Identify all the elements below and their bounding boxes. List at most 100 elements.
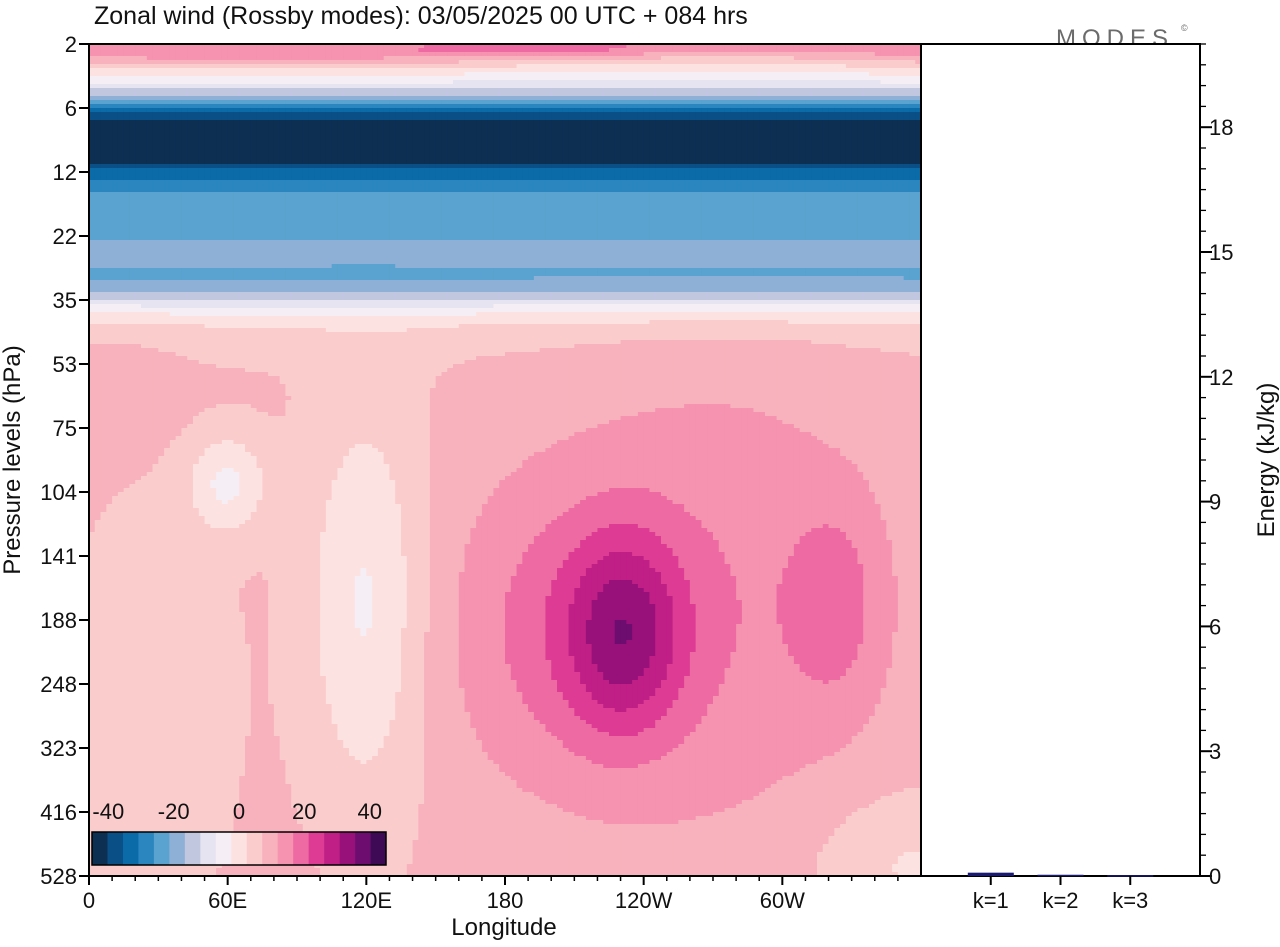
- wind-cell: [303, 80, 309, 85]
- wind-cell: [829, 72, 835, 77]
- wind-cell: [216, 72, 222, 77]
- wind-cell: [153, 144, 159, 149]
- wind-cell: [216, 120, 222, 125]
- wind-cell: [320, 152, 326, 157]
- chart-title: Zonal wind (Rossby modes): 03/05/2025 00…: [94, 2, 748, 30]
- wind-cell: [395, 124, 401, 129]
- wind-cell: [187, 172, 193, 177]
- wind-cell: [488, 128, 494, 133]
- wind-cell: [401, 152, 407, 157]
- wind-cell: [511, 164, 517, 169]
- wind-cell: [540, 64, 546, 69]
- wind-cell: [349, 48, 355, 53]
- wind-cell: [834, 148, 840, 153]
- wind-cell: [834, 132, 840, 137]
- wind-cell: [603, 124, 609, 129]
- wind-cell: [153, 116, 159, 121]
- wind-cell: [909, 140, 915, 145]
- wind-cell: [863, 112, 869, 117]
- wind-cell: [678, 108, 684, 113]
- wind-cell: [436, 152, 442, 157]
- wind-cell: [436, 92, 442, 97]
- wind-cell: [291, 128, 297, 133]
- wind-cell: [476, 88, 482, 93]
- wind-cell: [436, 84, 442, 89]
- wind-cell: [181, 176, 187, 181]
- wind-cell: [228, 128, 234, 133]
- wind-cell: [904, 84, 910, 89]
- wind-cell: [771, 172, 777, 177]
- wind-cell: [742, 156, 748, 161]
- wind-cell: [112, 112, 118, 117]
- wind-cell: [257, 76, 263, 81]
- wind-cell: [846, 132, 852, 137]
- wind-cell: [852, 52, 858, 57]
- wind-cell: [777, 92, 783, 97]
- wind-cell: [285, 56, 291, 61]
- wind-cell: [528, 152, 534, 157]
- wind-cell: [638, 56, 644, 61]
- wind-cell: [493, 112, 499, 117]
- wind-cell: [493, 108, 499, 113]
- wind-cell: [176, 168, 182, 173]
- wind-cell: [332, 96, 338, 101]
- wind-cell: [805, 68, 811, 73]
- wind-cell: [673, 92, 679, 97]
- wind-cell: [147, 156, 153, 161]
- wind-cell: [829, 152, 835, 157]
- wind-cell: [257, 56, 263, 61]
- wind-cell: [436, 140, 442, 145]
- wind-cell: [95, 136, 101, 141]
- wind-cell: [817, 156, 823, 161]
- wind-cell: [719, 152, 725, 157]
- wind-cell: [291, 140, 297, 145]
- wind-cell: [199, 64, 205, 69]
- wind-cell: [517, 104, 523, 109]
- wind-cell: [777, 88, 783, 93]
- wind-cell: [153, 136, 159, 141]
- wind-cell: [372, 172, 378, 177]
- wind-cell: [95, 124, 101, 129]
- wind-cell: [863, 140, 869, 145]
- wind-cell: [557, 144, 563, 149]
- wind-cell: [268, 48, 274, 53]
- wind-cell: [101, 148, 107, 153]
- wind-cell: [638, 104, 644, 109]
- wind-cell: [372, 56, 378, 61]
- wind-cell: [805, 92, 811, 97]
- wind-cell: [701, 60, 707, 65]
- wind-cell: [673, 104, 679, 109]
- wind-cell: [436, 144, 442, 149]
- wind-cell: [857, 148, 863, 153]
- wind-cell: [811, 72, 817, 77]
- wind-cell: [176, 52, 182, 57]
- wind-cell: [794, 64, 800, 69]
- wind-cell: [846, 48, 852, 53]
- wind-cell: [153, 48, 159, 53]
- wind-cell: [395, 172, 401, 177]
- wind-cell: [118, 48, 124, 53]
- wind-cell: [534, 172, 540, 177]
- wind-cell: [719, 76, 725, 81]
- wind-cell: [493, 148, 499, 153]
- wind-cell: [696, 100, 702, 105]
- wind-cell: [193, 180, 199, 185]
- wind-cell: [314, 48, 320, 53]
- wind-cell: [158, 96, 164, 101]
- wind-cell: [112, 68, 118, 73]
- wind-cell: [673, 100, 679, 105]
- wind-cell: [343, 52, 349, 57]
- wind-cell: [476, 116, 482, 121]
- wind-cell: [545, 180, 551, 185]
- wind-cell: [840, 172, 846, 177]
- wind-cell: [684, 160, 690, 165]
- wind-cell: [413, 148, 419, 153]
- wind-cell: [389, 176, 395, 181]
- wind-cell: [389, 96, 395, 101]
- wind-cell: [603, 92, 609, 97]
- wind-cell: [476, 172, 482, 177]
- wind-cell: [736, 172, 742, 177]
- wind-cell: [176, 72, 182, 77]
- wind-cell: [811, 84, 817, 89]
- wind-cell: [563, 76, 569, 81]
